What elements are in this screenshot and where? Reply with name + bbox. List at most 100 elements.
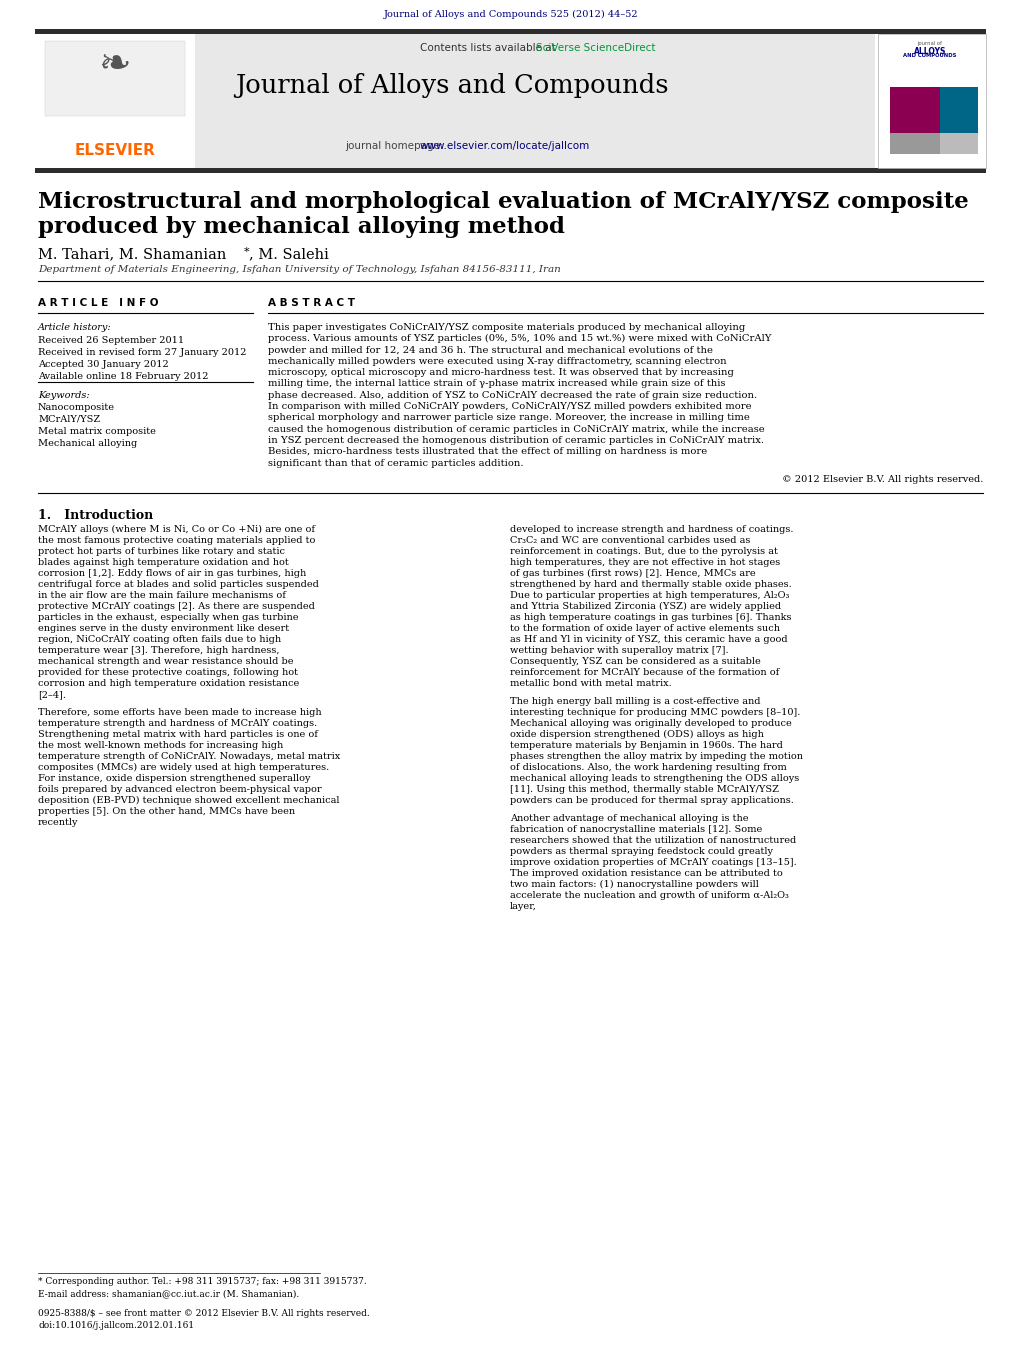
Text: the most well-known methods for increasing high: the most well-known methods for increasi…	[38, 740, 283, 750]
Text: researchers showed that the utilization of nanostructured: researchers showed that the utilization …	[510, 836, 796, 844]
Text: M. Tahari, M. Shamanian: M. Tahari, M. Shamanian	[38, 247, 227, 261]
Bar	[45, 41, 185, 116]
Bar	[35, 28, 986, 34]
Text: Keywords:: Keywords:	[38, 390, 90, 400]
Text: MCrAlY/YSZ: MCrAlY/YSZ	[38, 415, 100, 424]
Text: mechanical strength and wear resistance should be: mechanical strength and wear resistance …	[38, 657, 293, 666]
Text: caused the homogenous distribution of ceramic particles in CoNiCrAlY matrix, whi: caused the homogenous distribution of ce…	[268, 424, 765, 434]
Text: significant than that of ceramic particles addition.: significant than that of ceramic particl…	[268, 458, 524, 467]
Bar	[940, 86, 978, 132]
Text: engines serve in the dusty environment like desert: engines serve in the dusty environment l…	[38, 624, 289, 632]
Text: temperature strength and hardness of MCrAlY coatings.: temperature strength and hardness of MCr…	[38, 719, 318, 728]
Text: mechanically milled powders were executed using X-ray diffractometry, scanning e: mechanically milled powders were execute…	[268, 357, 727, 366]
Text: Available online 18 February 2012: Available online 18 February 2012	[38, 372, 208, 381]
Text: centrifugal force at blades and solid particles suspended: centrifugal force at blades and solid pa…	[38, 580, 319, 589]
Text: developed to increase strength and hardness of coatings.: developed to increase strength and hardn…	[510, 526, 793, 534]
Text: metallic bond with metal matrix.: metallic bond with metal matrix.	[510, 680, 672, 688]
Text: provided for these protective coatings, following hot: provided for these protective coatings, …	[38, 667, 298, 677]
Text: Another advantage of mechanical alloying is the: Another advantage of mechanical alloying…	[510, 813, 748, 823]
Text: Department of Materials Engineering, Isfahan University of Technology, Isfahan 8: Department of Materials Engineering, Isf…	[38, 265, 561, 274]
Text: reinforcement for MCrAlY because of the formation of: reinforcement for MCrAlY because of the …	[510, 667, 779, 677]
Text: This paper investigates CoNiCrAlY/YSZ composite materials produced by mechanical: This paper investigates CoNiCrAlY/YSZ co…	[268, 323, 745, 332]
Text: in YSZ percent decreased the homogenous distribution of ceramic particles in CoN: in YSZ percent decreased the homogenous …	[268, 436, 764, 444]
Text: powder and milled for 12, 24 and 36 h. The structural and mechanical evolutions : powder and milled for 12, 24 and 36 h. T…	[268, 346, 713, 354]
Text: The high energy ball milling is a cost-effective and: The high energy ball milling is a cost-e…	[510, 697, 761, 707]
Text: In comparison with milled CoNiCrAlY powders, CoNiCrAlY/YSZ milled powders exhibi: In comparison with milled CoNiCrAlY powd…	[268, 403, 751, 411]
Bar	[878, 34, 986, 168]
Text: 1.   Introduction: 1. Introduction	[38, 509, 153, 521]
Text: deposition (EB-PVD) technique showed excellent mechanical: deposition (EB-PVD) technique showed exc…	[38, 796, 340, 805]
Text: temperature wear [3]. Therefore, high hardness,: temperature wear [3]. Therefore, high ha…	[38, 646, 280, 655]
Text: oxide dispersion strengthened (ODS) alloys as high: oxide dispersion strengthened (ODS) allo…	[510, 730, 764, 739]
Text: produced by mechanical alloying method: produced by mechanical alloying method	[38, 216, 565, 238]
Text: Cr₃C₂ and WC are conventional carbides used as: Cr₃C₂ and WC are conventional carbides u…	[510, 536, 750, 544]
Text: doi:10.1016/j.jallcom.2012.01.161: doi:10.1016/j.jallcom.2012.01.161	[38, 1321, 194, 1329]
Text: temperature strength of CoNiCrAlY. Nowadays, metal matrix: temperature strength of CoNiCrAlY. Nowad…	[38, 753, 340, 761]
Bar	[890, 132, 940, 154]
Text: reinforcement in coatings. But, due to the pyrolysis at: reinforcement in coatings. But, due to t…	[510, 547, 778, 555]
Text: the most famous protective coating materials applied to: the most famous protective coating mater…	[38, 536, 315, 544]
Text: phase decreased. Also, addition of YSZ to CoNiCrAlY decreased the rate of grain : phase decreased. Also, addition of YSZ t…	[268, 390, 758, 400]
Text: layer,: layer,	[510, 902, 537, 911]
Text: improve oxidation properties of MCrAlY coatings [13–15].: improve oxidation properties of MCrAlY c…	[510, 858, 796, 867]
Bar	[940, 132, 978, 154]
Text: AND COMPOUNDS: AND COMPOUNDS	[904, 53, 957, 58]
Text: © 2012 Elsevier B.V. All rights reserved.: © 2012 Elsevier B.V. All rights reserved…	[782, 476, 983, 484]
Bar	[35, 34, 195, 168]
Text: ALLOYS: ALLOYS	[914, 47, 946, 55]
Text: ❧: ❧	[99, 46, 132, 84]
Text: A B S T R A C T: A B S T R A C T	[268, 299, 355, 308]
Text: spherical morphology and narrower particle size range. Moreover, the increase in: spherical morphology and narrower partic…	[268, 413, 749, 423]
Text: SciVerse ScienceDirect: SciVerse ScienceDirect	[536, 43, 655, 53]
Text: www.elsevier.com/locate/jallcom: www.elsevier.com/locate/jallcom	[420, 141, 590, 151]
Text: composites (MMCs) are widely used at high temperatures.: composites (MMCs) are widely used at hig…	[38, 763, 329, 771]
Text: Microstructural and morphological evaluation of MCrAlY/YSZ composite: Microstructural and morphological evalua…	[38, 190, 969, 213]
Bar	[890, 86, 940, 132]
Text: foils prepared by advanced electron beem-physical vapor: foils prepared by advanced electron beem…	[38, 785, 322, 794]
Text: in the air flow are the main failure mechanisms of: in the air flow are the main failure mec…	[38, 590, 286, 600]
Text: corrosion and high temperature oxidation resistance: corrosion and high temperature oxidation…	[38, 680, 299, 688]
Text: Accepted 30 January 2012: Accepted 30 January 2012	[38, 359, 168, 369]
Text: powders can be produced for thermal spray applications.: powders can be produced for thermal spra…	[510, 796, 794, 805]
Text: region, NiCoCrAlY coating often fails due to high: region, NiCoCrAlY coating often fails du…	[38, 635, 281, 644]
Text: as high temperature coatings in gas turbines [6]. Thanks: as high temperature coatings in gas turb…	[510, 613, 791, 621]
Text: E-mail address: shamanian@cc.iut.ac.ir (M. Shamanian).: E-mail address: shamanian@cc.iut.ac.ir (…	[38, 1289, 299, 1298]
Text: corrosion [1,2]. Eddy flows of air in gas turbines, high: corrosion [1,2]. Eddy flows of air in ga…	[38, 569, 306, 578]
Text: blades against high temperature oxidation and hot: blades against high temperature oxidatio…	[38, 558, 289, 567]
Text: fabrication of nanocrystalline materials [12]. Some: fabrication of nanocrystalline materials…	[510, 825, 763, 834]
Text: Mechanical alloying was originally developed to produce: Mechanical alloying was originally devel…	[510, 719, 791, 728]
Text: protect hot parts of turbines like rotary and static: protect hot parts of turbines like rotar…	[38, 547, 285, 555]
Text: protective MCrAlY coatings [2]. As there are suspended: protective MCrAlY coatings [2]. As there…	[38, 603, 314, 611]
Text: Article history:: Article history:	[38, 323, 111, 332]
Text: powders as thermal spraying feedstock could greatly: powders as thermal spraying feedstock co…	[510, 847, 773, 857]
Text: of dislocations. Also, the work hardening resulting from: of dislocations. Also, the work hardenin…	[510, 763, 787, 771]
Text: Journal of Alloys and Compounds 525 (2012) 44–52: Journal of Alloys and Compounds 525 (201…	[384, 9, 638, 19]
Text: Contents lists available at: Contents lists available at	[420, 43, 560, 53]
Text: A R T I C L E   I N F O: A R T I C L E I N F O	[38, 299, 158, 308]
Text: For instance, oxide dispersion strengthened superalloy: For instance, oxide dispersion strengthe…	[38, 774, 310, 782]
Text: 0925-8388/$ – see front matter © 2012 Elsevier B.V. All rights reserved.: 0925-8388/$ – see front matter © 2012 El…	[38, 1309, 370, 1319]
Text: [11]. Using this method, thermally stable MCrAlY/YSZ: [11]. Using this method, thermally stabl…	[510, 785, 779, 794]
Text: accelerate the nucleation and growth of uniform α-Al₂O₃: accelerate the nucleation and growth of …	[510, 890, 789, 900]
Text: Journal of Alloys and Compounds: Journal of Alloys and Compounds	[235, 73, 669, 99]
Text: microscopy, optical microscopy and micro-hardness test. It was observed that by : microscopy, optical microscopy and micro…	[268, 369, 734, 377]
Text: as Hf and Yl in vicinity of YSZ, this ceramic have a good: as Hf and Yl in vicinity of YSZ, this ce…	[510, 635, 787, 644]
Text: Besides, micro-hardness tests illustrated that the effect of milling on hardness: Besides, micro-hardness tests illustrate…	[268, 447, 708, 457]
Text: properties [5]. On the other hand, MMCs have been: properties [5]. On the other hand, MMCs …	[38, 807, 295, 816]
Text: process. Various amounts of YSZ particles (0%, 5%, 10% and 15 wt.%) were mixed w: process. Various amounts of YSZ particle…	[268, 334, 772, 343]
Text: journal of: journal of	[918, 41, 942, 46]
Text: Received in revised form 27 January 2012: Received in revised form 27 January 2012	[38, 349, 246, 357]
Text: recently: recently	[38, 817, 79, 827]
Text: Therefore, some efforts have been made to increase high: Therefore, some efforts have been made t…	[38, 708, 322, 717]
Text: , M. Salehi: , M. Salehi	[249, 247, 329, 261]
Text: temperature materials by Benjamin in 1960s. The hard: temperature materials by Benjamin in 196…	[510, 740, 783, 750]
Text: The improved oxidation resistance can be attributed to: The improved oxidation resistance can be…	[510, 869, 783, 878]
Text: interesting technique for producing MMC powders [8–10].: interesting technique for producing MMC …	[510, 708, 800, 717]
Text: of gas turbines (first rows) [2]. Hence, MMCs are: of gas turbines (first rows) [2]. Hence,…	[510, 569, 756, 578]
Text: ELSEVIER: ELSEVIER	[75, 143, 155, 158]
Text: milling time, the internal lattice strain of γ-phase matrix increased while grai: milling time, the internal lattice strai…	[268, 380, 726, 389]
Text: particles in the exhaust, especially when gas turbine: particles in the exhaust, especially whe…	[38, 613, 298, 621]
Text: mechanical alloying leads to strengthening the ODS alloys: mechanical alloying leads to strengtheni…	[510, 774, 799, 782]
Text: wetting behavior with superalloy matrix [7].: wetting behavior with superalloy matrix …	[510, 646, 729, 655]
Bar	[35, 34, 875, 168]
